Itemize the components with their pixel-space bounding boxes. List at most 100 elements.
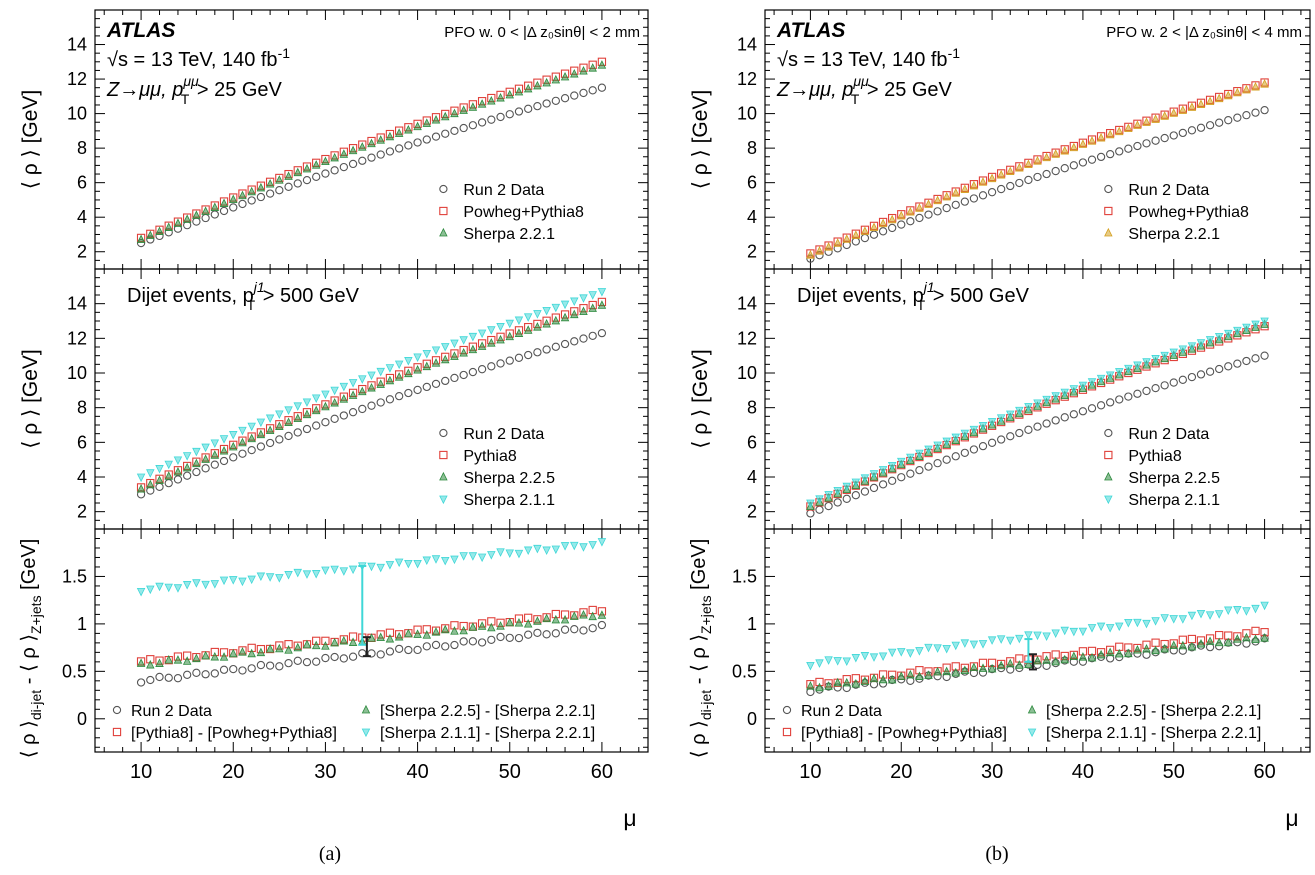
data-point [293, 656, 302, 665]
data-point [505, 89, 514, 99]
data-point [533, 544, 542, 554]
data-point [219, 576, 229, 586]
data-point [1251, 604, 1260, 614]
data-point [1233, 326, 1242, 336]
data-point [441, 129, 450, 138]
data-point [1096, 374, 1106, 384]
legend-entry: Run 2 Data [439, 426, 544, 443]
data-point [1033, 655, 1042, 665]
legend-label: Powheg+Pythia8 [1128, 204, 1249, 221]
data-point [385, 561, 395, 570]
data-point [311, 160, 321, 169]
data-point [440, 624, 450, 634]
data-point [219, 446, 229, 455]
data-point [348, 390, 358, 399]
data-point [210, 439, 220, 448]
data-point [1069, 385, 1079, 394]
data-point [394, 360, 404, 370]
data-point [960, 197, 969, 206]
data-point [551, 315, 561, 325]
data-point [192, 467, 201, 477]
data-point [201, 213, 210, 223]
data-point [1124, 618, 1133, 628]
data-point [275, 410, 284, 419]
data-point [560, 542, 570, 551]
data-point [1106, 149, 1115, 159]
data-point [367, 562, 376, 572]
error-bar [1024, 638, 1033, 663]
data-point [330, 565, 339, 575]
data-point [942, 455, 951, 464]
data-point [459, 336, 468, 345]
data-point [878, 480, 888, 489]
data-point [330, 652, 339, 662]
data-point [385, 131, 395, 141]
data-point [514, 316, 524, 326]
data-point [978, 421, 988, 431]
y-tick-label: 1.5 [62, 566, 87, 586]
data-point [1105, 647, 1115, 657]
data-point [265, 189, 275, 198]
data-point [960, 448, 969, 458]
data-point [1178, 615, 1188, 624]
data-point [367, 382, 376, 392]
data-point [210, 651, 220, 661]
data-point [505, 319, 514, 329]
data-point [431, 132, 441, 141]
data-point [1151, 136, 1160, 145]
data-point [1051, 166, 1060, 176]
data-point [1105, 129, 1115, 139]
data-point [1033, 156, 1042, 165]
data-point [960, 184, 970, 193]
data-point [588, 303, 597, 312]
y-tick-label: 12 [737, 328, 757, 348]
y-tick-label: 6 [77, 432, 87, 452]
data-point [173, 674, 183, 683]
data-point [588, 291, 597, 300]
data-point [201, 206, 210, 215]
data-point [431, 115, 441, 124]
data-point [192, 447, 201, 457]
data-point [960, 665, 970, 675]
data-point [533, 310, 542, 319]
data-point [247, 433, 256, 443]
data-point [1196, 99, 1206, 108]
data-point [265, 644, 275, 653]
data-point [505, 331, 514, 341]
data-point [146, 585, 155, 595]
data-point [906, 207, 915, 216]
data-point [422, 361, 432, 371]
data-point [348, 637, 358, 646]
data-point [376, 632, 385, 642]
data-point [459, 637, 468, 646]
data-point [1033, 631, 1042, 641]
data-point [960, 429, 970, 439]
data-point [164, 583, 173, 593]
data-point [524, 350, 533, 360]
data-point [1060, 145, 1069, 155]
y-axis-label: ⟨ ρ ⟩ [GeV] [689, 90, 712, 190]
y-tick-label: 10 [737, 104, 757, 124]
legend-entry: Run 2 Data [112, 703, 212, 720]
y-tick-label: 2 [77, 242, 87, 262]
data-point [1242, 607, 1251, 616]
legend-entry: Sherpa 2.2.1 [1104, 226, 1220, 243]
data-point [851, 237, 860, 246]
y-tick-label: 14 [737, 35, 757, 55]
x-tick-label: 40 [1072, 761, 1094, 783]
data-point [1160, 111, 1169, 120]
data-point [1242, 356, 1251, 366]
data-point [1024, 175, 1033, 185]
data-point [560, 71, 570, 81]
data-point [542, 345, 551, 354]
data-point [570, 625, 579, 634]
data-point [229, 453, 238, 462]
data-point [942, 191, 951, 201]
legend-marker [439, 184, 448, 194]
data-point [1042, 395, 1051, 405]
data-point [302, 570, 312, 579]
data-point [385, 375, 395, 385]
data-point [477, 329, 487, 339]
data-point [996, 414, 1006, 423]
data-point [1242, 84, 1251, 94]
